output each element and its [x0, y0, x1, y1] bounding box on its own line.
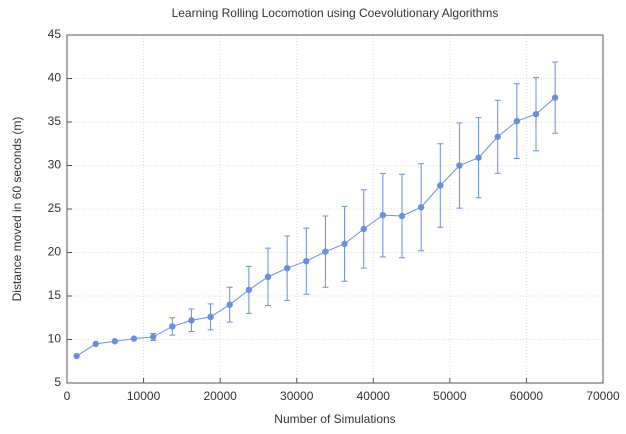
data-point [456, 162, 463, 169]
x-tick-label: 40000 [357, 389, 391, 403]
data-point [532, 110, 540, 118]
data-point [417, 204, 425, 211]
data-point [341, 240, 348, 247]
x-tick-label: 60000 [510, 389, 544, 403]
plot-frame [66, 34, 604, 384]
data-point [207, 313, 214, 321]
y-tick-label: 25 [48, 201, 62, 215]
data-point [226, 301, 233, 308]
y-tick-label: 40 [48, 71, 62, 85]
data-point [360, 225, 367, 233]
x-tick-label: 0 [64, 389, 71, 403]
data-line [76, 97, 556, 357]
x-tick-label: 30000 [280, 389, 314, 403]
data-point [264, 273, 272, 281]
data-point [283, 264, 291, 272]
data-point [379, 211, 387, 219]
data-point [73, 352, 80, 360]
y-tick-label: 5 [54, 375, 61, 389]
data-point [188, 317, 195, 324]
y-axis-label: Distance moved in 60 seconds (m) [10, 117, 24, 302]
data-point [494, 133, 501, 140]
data-point [322, 248, 329, 255]
data-point [92, 340, 99, 348]
data-point [169, 323, 176, 330]
data-point [149, 333, 157, 341]
y-tick-label: 35 [48, 114, 62, 128]
data-point [437, 182, 444, 189]
data-point [111, 338, 119, 345]
chart-title: Learning Rolling Locomotion using Coevol… [172, 6, 499, 20]
x-axis-label: Number of Simulations [274, 412, 395, 426]
y-tick-label: 45 [48, 27, 62, 41]
data-point [130, 335, 138, 342]
data-point [398, 212, 406, 220]
y-tick-label: 30 [48, 158, 62, 172]
x-tick-label: 70000 [586, 389, 620, 403]
data-point [303, 258, 310, 265]
data-point [513, 117, 521, 125]
data-point [245, 286, 253, 294]
data-point [551, 94, 559, 101]
y-tick-label: 20 [48, 245, 62, 259]
x-tick-label: 10000 [127, 389, 161, 403]
data-point [475, 154, 482, 161]
x-tick-label: 20000 [203, 389, 237, 403]
x-tick-label: 50000 [433, 389, 467, 403]
y-tick-label: 15 [48, 288, 62, 302]
y-tick-label: 10 [48, 332, 62, 346]
